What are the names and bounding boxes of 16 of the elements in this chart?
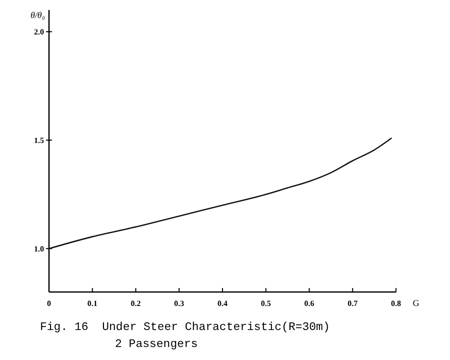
y-tick-label: 1.0 (34, 244, 44, 254)
caption: Fig. 16 Under Steer Characteristic(R=30m) 2 Passengers (40, 321, 330, 351)
x-tick-label: 0.6 (304, 299, 314, 308)
x-tick-label: 0.7 (348, 299, 358, 308)
y-tick-label: 1.5 (34, 136, 44, 146)
x-tick-label: 0.3 (174, 299, 184, 308)
x-tick-label: 0.1 (87, 299, 98, 308)
y-tick-label: 2.0 (34, 28, 44, 37)
x-tick-label: 0.8 (391, 299, 401, 308)
x-tick-label: 0 (47, 299, 51, 308)
x-tick-label: 0.4 (218, 299, 228, 308)
x-tick-label: 0.2 (130, 299, 141, 308)
y-axis-title: θ/θ₀ (30, 10, 45, 20)
x-tick-label: 0.5 (260, 299, 271, 308)
x-axis-title: G (412, 298, 420, 308)
line-series (48, 137, 392, 250)
